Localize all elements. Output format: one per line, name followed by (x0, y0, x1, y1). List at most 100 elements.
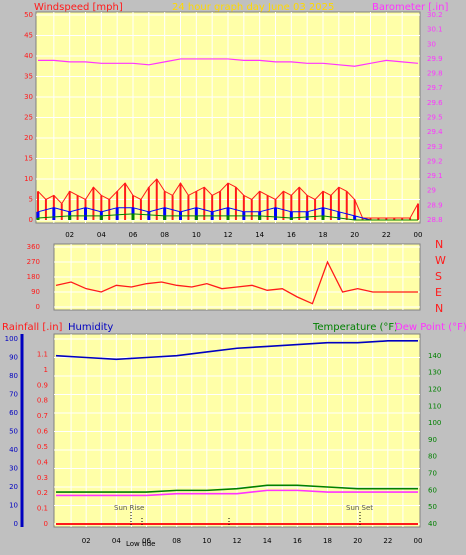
barometer-tick-label: 29.1 (427, 172, 443, 180)
temperature-tick-label: 130 (428, 369, 441, 377)
hour-tick-label: 20 (353, 537, 362, 545)
barometer-tick-label: 29.8 (427, 70, 443, 78)
gust-line (37, 178, 419, 219)
compass-letter: S (435, 270, 442, 283)
barometer-y-axis: 28.8 28.9 29 29.1 29.2 29.3 29.4 29.5 29.6 29.7 29… (427, 11, 443, 224)
barometer-line (38, 58, 419, 67)
rainfall-tick-label: 0 (44, 520, 48, 528)
humidity-tick-label: 80 (9, 372, 18, 380)
rain-x-axis: 02 04 06 08 10 12 14 16 18 20 22 00 (82, 537, 423, 545)
sunset-label: Sun Set (346, 504, 373, 512)
dewpoint-line (56, 489, 418, 497)
barometer-axis-title: Barometer [.in] (372, 2, 448, 13)
rainfall-tick-label: 1 (44, 366, 48, 374)
temperature-tick-label: 100 (428, 419, 441, 427)
wind-tick-label: 20 (24, 134, 33, 142)
wind-grid (36, 12, 420, 223)
hour-tick-label: 08 (172, 537, 181, 545)
barometer-tick-label: 29.4 (427, 128, 443, 136)
barometer-tick-label: 29.7 (427, 84, 443, 92)
temperature-tick-label: 110 (428, 402, 441, 410)
temperature-tick-label: 90 (428, 436, 437, 444)
direction-grid (54, 244, 420, 310)
hour-tick-label: 08 (160, 231, 169, 239)
hour-tick-label: 18 (319, 231, 328, 239)
hour-tick-label: 22 (383, 537, 392, 545)
temperature-axis-title: Temperature (°F) (312, 322, 398, 333)
rainfall-tick-label: 0.6 (37, 428, 49, 436)
direction-series (55, 260, 418, 305)
hour-tick-label: 04 (97, 231, 106, 239)
wind-tick-label: 35 (24, 73, 33, 81)
rainfall-tick-label: 0.3 (37, 474, 48, 482)
hour-tick-label: 00 (414, 231, 423, 239)
hour-tick-label: 10 (202, 537, 211, 545)
temperature-y-axis: 40 50 60 70 80 90 100 110 120 130 140 (428, 352, 441, 528)
compass-letter: N (435, 302, 443, 315)
barometer-tick-label: 30 (427, 40, 436, 48)
rain-y-axes: 0 10 20 30 40 50 60 70 80 90 100 0 0.1 0.2 0.3 0.4 0.5 0.… (5, 334, 49, 528)
direction-tick-label: 360 (27, 243, 40, 251)
direction-tick-label: 270 (27, 258, 40, 266)
barometer-tick-label: 29.2 (427, 157, 443, 165)
hour-tick-label: 02 (82, 537, 91, 545)
temperature-tick-label: 120 (428, 385, 441, 393)
hour-tick-label: 10 (192, 231, 201, 239)
barometer-tick-label: 28.9 (427, 201, 443, 209)
hour-tick-label: 06 (129, 231, 138, 239)
humidity-tick-label: 0 (14, 520, 18, 528)
humidity-tick-label: 30 (9, 465, 18, 473)
rainfall-tick-label: 0.5 (37, 443, 48, 451)
humidity-tick-label: 50 (9, 428, 18, 436)
hour-tick-label: 06 (142, 537, 151, 545)
chart-title: 24 hour graph day June 03 2025 (172, 2, 334, 13)
direction-line (55, 260, 418, 305)
compass-letter: E (435, 286, 442, 299)
hour-tick-label: 16 (293, 537, 302, 545)
hour-tick-label: 22 (382, 231, 391, 239)
barometer-tick-label: 29 (427, 187, 436, 195)
dewpoint-axis-title: Dew Point (°F) (395, 322, 466, 333)
rainfall-tick-label: 1.1 (37, 350, 48, 358)
wind-tick-label: 0 (29, 216, 33, 224)
hour-tick-label: 16 (287, 231, 296, 239)
wind-tick-label: 15 (24, 155, 33, 163)
rainfall-tick-label: 0.1 (37, 505, 48, 513)
temperature-tick-label: 50 (428, 503, 437, 511)
temperature-line (56, 484, 418, 493)
hour-tick-label: 14 (263, 537, 272, 545)
hour-tick-label: 12 (224, 231, 233, 239)
hour-tick-label: 04 (112, 537, 121, 545)
rainfall-tick-label: 0.8 (37, 397, 48, 405)
barometer-tick-label: 29.6 (427, 99, 443, 107)
wind_min-line (37, 213, 418, 221)
compass-letter: N (435, 238, 443, 251)
temperature-tick-label: 80 (428, 453, 437, 461)
wind-axis-title: Windspeed [mph] (34, 2, 123, 13)
hour-tick-label: 18 (323, 537, 332, 545)
wind-tick-label: 30 (24, 93, 33, 101)
humidity-tick-label: 70 (9, 391, 18, 399)
rainfall-tick-label: 0.9 (37, 381, 48, 389)
direction-y-axis: 0 90 180 270 360 (27, 243, 40, 311)
wind_avg-line (37, 207, 418, 221)
compass-letter: W (435, 254, 446, 267)
wind-tick-label: 40 (24, 52, 33, 60)
hour-tick-label: 00 (414, 537, 423, 545)
rainfall-tick-label: 0.2 (37, 489, 48, 497)
wind-tick-label: 10 (24, 175, 33, 183)
temperature-tick-label: 70 (428, 470, 437, 478)
hour-tick-label: 02 (65, 231, 74, 239)
wind-tick-label: 5 (29, 196, 33, 204)
direction-tick-label: 180 (27, 273, 40, 281)
humidity-tick-label: 40 (9, 446, 18, 454)
hour-x-axis: 02 04 06 08 10 12 14 16 18 20 22 00 (65, 231, 422, 239)
low-tide-label: Low tide (126, 540, 155, 548)
rain-series (55, 340, 418, 525)
barometer-tick-label: 29.5 (427, 114, 443, 122)
temperature-tick-label: 60 (428, 486, 437, 494)
humidity-tick-label: 60 (9, 409, 18, 417)
wind-tick-label: 25 (24, 114, 33, 122)
